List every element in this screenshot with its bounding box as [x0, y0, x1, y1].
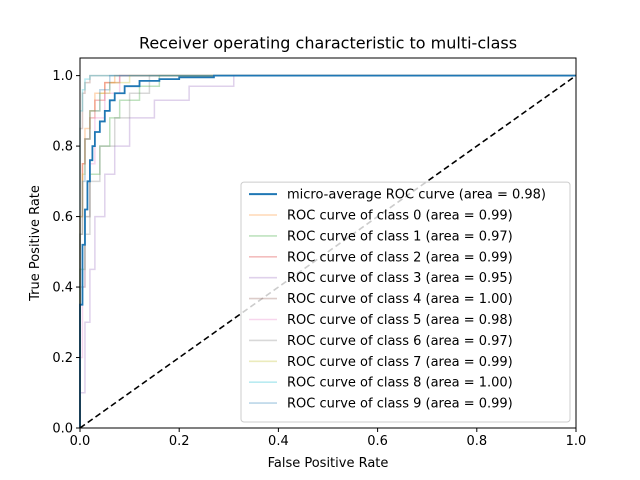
legend-entry-label: ROC curve of class 3 (area = 0.95) — [287, 271, 513, 286]
class-7-curve — [79, 74, 576, 428]
x-axis-label: False Positive Rate — [268, 456, 389, 471]
x-tick-label: 0.2 — [169, 434, 190, 449]
roc-curves — [79, 74, 576, 428]
x-tick-label: 0.4 — [268, 434, 289, 449]
y-tick-label: 0.4 — [52, 281, 73, 296]
class-6-curve — [79, 74, 576, 428]
y-axis-label: True Positive Rate — [28, 185, 43, 302]
micro-average-curve — [79, 74, 576, 428]
legend-entry-label: ROC curve of class 8 (area = 1.00) — [287, 376, 513, 391]
x-axis-ticks: 0.0 0.2 0.4 0.6 0.8 1.0 — [70, 428, 587, 449]
class-0-curve — [79, 74, 576, 428]
legend-box — [240, 181, 571, 423]
x-tick-label: 1.0 — [566, 434, 587, 449]
class-3-curve — [79, 74, 576, 428]
legend-entry-label: ROC curve of class 1 (area = 0.97) — [287, 229, 513, 244]
legend-entry-label: ROC curve of class 6 (area = 0.97) — [287, 334, 513, 349]
x-tick-label: 0.0 — [70, 434, 91, 449]
class-2-curve — [79, 74, 576, 428]
chart-title: Receiver operating characteristic to mul… — [139, 34, 517, 53]
legend-entry-label: ROC curve of class 2 (area = 0.99) — [287, 250, 513, 265]
legend-entry-label: micro-average ROC curve (area = 0.98) — [287, 188, 546, 203]
legend-entry-label: ROC curve of class 4 (area = 1.00) — [287, 292, 513, 307]
plot-frame — [79, 57, 577, 429]
y-tick-label: 0.2 — [52, 351, 73, 366]
y-tick-label: 0.8 — [52, 140, 73, 155]
y-axis-ticks: 0.0 0.2 0.4 0.6 0.8 1.0 — [52, 69, 80, 437]
class-4-curve — [79, 74, 576, 428]
legend-entry-label: ROC curve of class 5 (area = 0.98) — [287, 313, 513, 328]
class-8-curve — [79, 74, 576, 428]
class-9-curve — [79, 74, 576, 428]
y-tick-label: 0.6 — [52, 210, 73, 225]
chart-legend: micro-average ROC curve (area = 0.98) ROC… — [240, 181, 571, 423]
x-tick-label: 0.8 — [466, 434, 487, 449]
y-tick-label: 1.0 — [52, 69, 73, 84]
y-tick-label: 0.0 — [52, 422, 73, 437]
legend-entry-label: ROC curve of class 0 (area = 0.99) — [287, 209, 513, 224]
legend-entry-label: ROC curve of class 7 (area = 0.99) — [287, 355, 513, 370]
x-tick-label: 0.6 — [367, 434, 388, 449]
legend-entry-label: ROC curve of class 9 (area = 0.99) — [287, 397, 513, 412]
